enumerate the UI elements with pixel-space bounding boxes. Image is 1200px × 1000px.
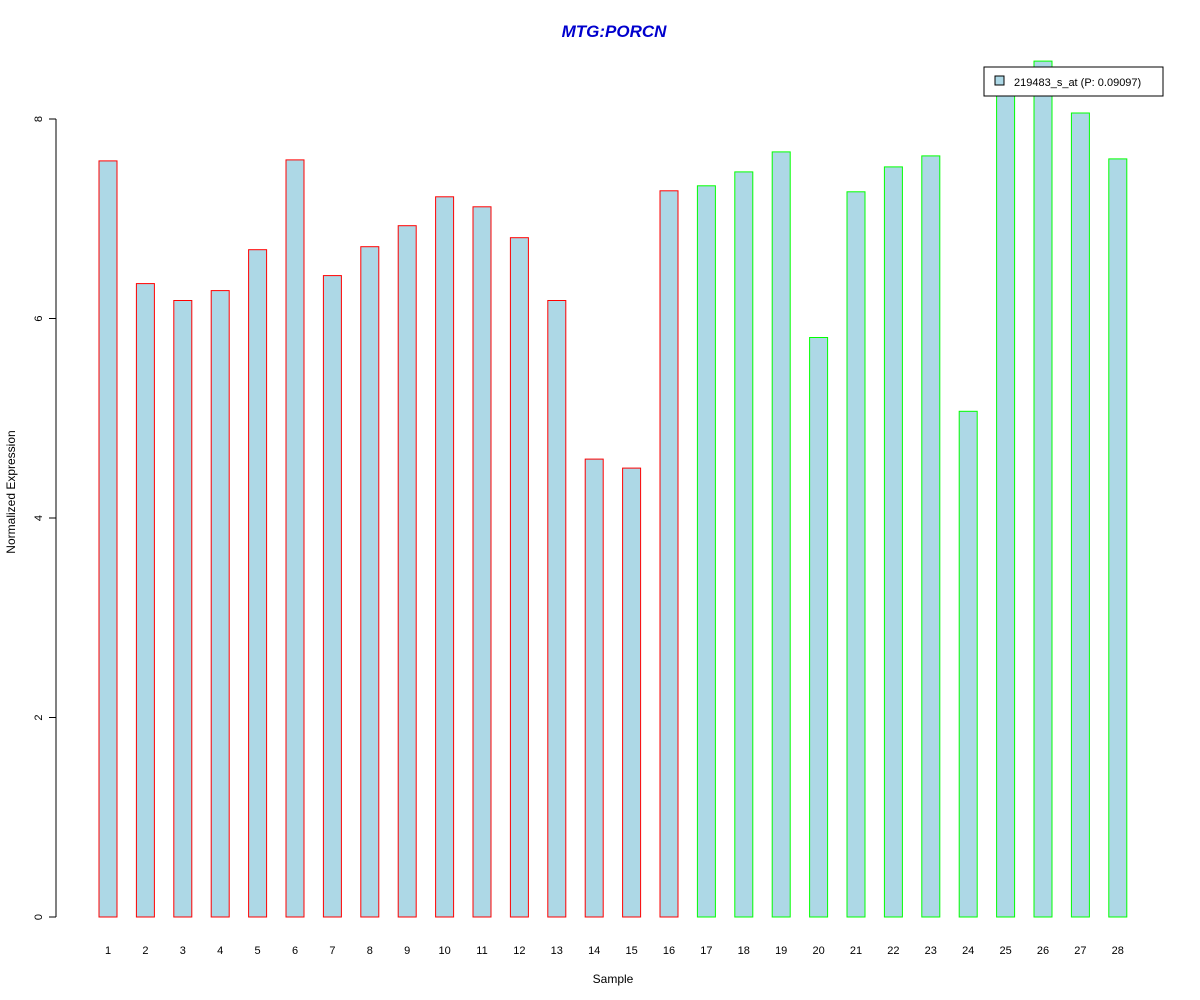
- bar-sample-21: [846, 191, 866, 918]
- bar-sample-7: [322, 275, 342, 918]
- y-tick-label: 0: [33, 914, 45, 920]
- bar-sample-1: [98, 160, 118, 918]
- x-tick-label: 21: [850, 945, 862, 957]
- bar-sample-6: [285, 159, 305, 918]
- bar-sample-14: [584, 458, 604, 918]
- x-tick-label: 22: [887, 945, 899, 957]
- bar-sample-27: [1070, 112, 1090, 918]
- bar-sample-26: [1033, 60, 1053, 918]
- y-axis-title: Normalized Expression: [4, 430, 18, 553]
- bar-sample-20: [809, 337, 829, 918]
- x-tick-label: 23: [925, 945, 937, 957]
- bar-sample-10: [435, 196, 455, 918]
- x-tick-label: 3: [180, 945, 186, 957]
- bar-sample-12: [509, 237, 529, 918]
- y-axis: 0 2 4 6 8: [33, 116, 57, 920]
- x-tick-label: 5: [255, 945, 261, 957]
- legend: 219483_s_at (P: 0.09097): [983, 66, 1164, 97]
- x-tick-labels: 1 2 3 4 5 6 7 8 9 10 11 12 13 14 15 16 17 18 19 20 21 22 23 24 2…: [105, 945, 1124, 957]
- bar-sample-8: [360, 246, 380, 918]
- x-tick-label: 25: [999, 945, 1011, 957]
- x-tick-label: 13: [551, 945, 563, 957]
- bar-sample-25: [996, 91, 1016, 918]
- x-tick-label: 28: [1112, 945, 1124, 957]
- x-tick-label: 18: [738, 945, 750, 957]
- bar-sample-2: [135, 283, 155, 918]
- bar-sample-19: [771, 151, 791, 918]
- x-tick-label: 10: [438, 945, 450, 957]
- x-tick-label: 24: [962, 945, 974, 957]
- x-tick-label: 9: [404, 945, 410, 957]
- x-tick-label: 20: [812, 945, 824, 957]
- x-tick-label: 1: [105, 945, 111, 957]
- x-tick-label: 7: [329, 945, 335, 957]
- legend-swatch: [994, 75, 1005, 86]
- x-tick-label: 17: [700, 945, 712, 957]
- x-tick-label: 4: [217, 945, 223, 957]
- bar-sample-28: [1108, 158, 1128, 918]
- bar-sample-16: [659, 190, 679, 918]
- y-tick-label: 2: [33, 714, 45, 720]
- bar-sample-3: [173, 300, 193, 918]
- x-tick-label: 6: [292, 945, 298, 957]
- bars: [98, 60, 1128, 918]
- bar-sample-24: [958, 410, 978, 918]
- x-axis-title: Sample: [593, 972, 634, 986]
- x-tick-label: 26: [1037, 945, 1049, 957]
- bar-sample-5: [248, 249, 268, 918]
- bar-sample-9: [397, 225, 417, 918]
- x-tick-label: 15: [625, 945, 637, 957]
- bar-sample-4: [210, 290, 230, 918]
- bar-sample-13: [547, 300, 567, 918]
- y-tick-label: 4: [33, 515, 45, 521]
- x-tick-label: 14: [588, 945, 600, 957]
- bar-sample-15: [622, 467, 642, 918]
- x-tick-label: 2: [142, 945, 148, 957]
- x-tick-label: 12: [513, 945, 525, 957]
- bar-sample-11: [472, 206, 492, 918]
- bar-sample-22: [883, 166, 903, 918]
- chart-title: MTG:PORCN: [562, 22, 668, 41]
- legend-label: 219483_s_at (P: 0.09097): [1014, 77, 1141, 89]
- legend-box: [983, 66, 1164, 97]
- x-tick-label: 11: [476, 945, 487, 957]
- x-tick-label: 16: [663, 945, 675, 957]
- x-tick-label: 19: [775, 945, 787, 957]
- bar-sample-17: [696, 185, 716, 918]
- y-tick-label: 8: [33, 116, 45, 122]
- x-tick-label: 27: [1074, 945, 1086, 957]
- bar-sample-23: [921, 155, 941, 918]
- bar-sample-18: [734, 171, 754, 918]
- y-tick-label: 6: [33, 315, 45, 321]
- x-tick-label: 8: [367, 945, 373, 957]
